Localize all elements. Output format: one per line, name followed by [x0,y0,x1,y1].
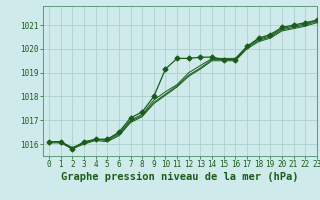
X-axis label: Graphe pression niveau de la mer (hPa): Graphe pression niveau de la mer (hPa) [61,172,299,182]
